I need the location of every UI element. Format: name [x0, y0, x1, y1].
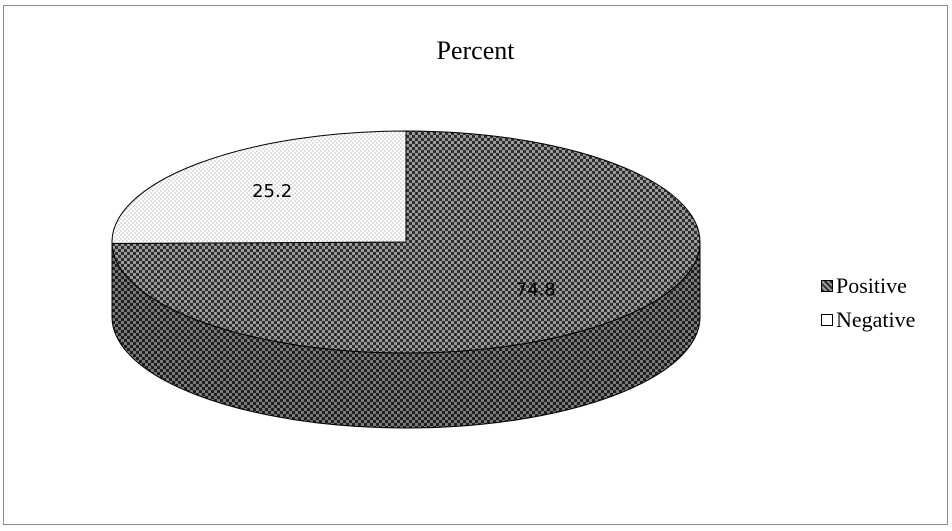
chart-title: Percent	[436, 36, 515, 65]
legend-label-positive: Positive	[836, 273, 907, 298]
pie-slice-negative	[111, 130, 407, 244]
legend-label-negative: Negative	[836, 307, 916, 332]
legend-swatch-positive	[821, 280, 833, 292]
pie-chart: 74.8 25.2	[111, 130, 701, 429]
pie-slice-positive	[111, 130, 701, 354]
legend-swatch-negative	[821, 314, 833, 326]
legend: Positive Negative	[821, 272, 915, 340]
data-label-negative: 25.2	[252, 181, 292, 202]
legend-item-negative: Negative	[821, 306, 915, 334]
chart-frame: Percent 74.8 25.2 Positive	[3, 5, 948, 525]
legend-item-positive: Positive	[821, 272, 915, 300]
data-label-positive: 74.8	[516, 279, 556, 300]
